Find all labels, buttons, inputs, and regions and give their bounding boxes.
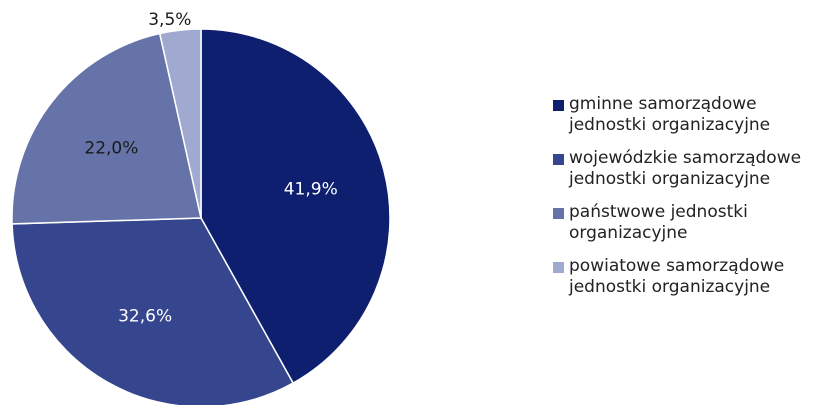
- legend-item-wojewodzkie: wojewódzkie samorządowe jednostki organi…: [553, 148, 833, 190]
- pie-slice-panstwowe: [11, 32, 202, 225]
- data-label-gminne: 41,9%: [284, 179, 338, 199]
- pie-slice-wojewodzkie: [11, 217, 295, 405]
- pie-slice-powiatowe: [158, 28, 202, 219]
- data-label-panstwowe: 22,0%: [84, 138, 138, 158]
- legend-swatch-powiatowe: [553, 262, 564, 273]
- data-label-wojewodzkie: 32,6%: [118, 307, 172, 327]
- legend-label-wojewodzkie: wojewódzkie samorządowe jednostki organi…: [569, 148, 802, 189]
- data-label-powiatowe: 3,5%: [148, 10, 191, 30]
- legend-swatch-panstwowe: [553, 208, 564, 219]
- legend-label-panstwowe: państwowe jednostki organizacyjne: [569, 202, 748, 243]
- legend: gminne samorządowe jednostki organizacyj…: [553, 94, 833, 310]
- legend-item-panstwowe: państwowe jednostki organizacyjne: [553, 202, 833, 244]
- pie-slice-gminne: [200, 28, 391, 385]
- legend-swatch-gminne: [553, 100, 564, 111]
- legend-label-powiatowe: powiatowe samorządowe jednostki organiza…: [569, 256, 785, 297]
- legend-item-powiatowe: powiatowe samorządowe jednostki organiza…: [553, 256, 833, 298]
- legend-item-gminne: gminne samorządowe jednostki organizacyj…: [553, 94, 833, 136]
- legend-swatch-wojewodzkie: [553, 154, 564, 165]
- pie-chart: 41,9% 32,6% 22,0% 3,5%: [11, 10, 391, 405]
- legend-label-gminne: gminne samorządowe jednostki organizacyj…: [569, 94, 771, 135]
